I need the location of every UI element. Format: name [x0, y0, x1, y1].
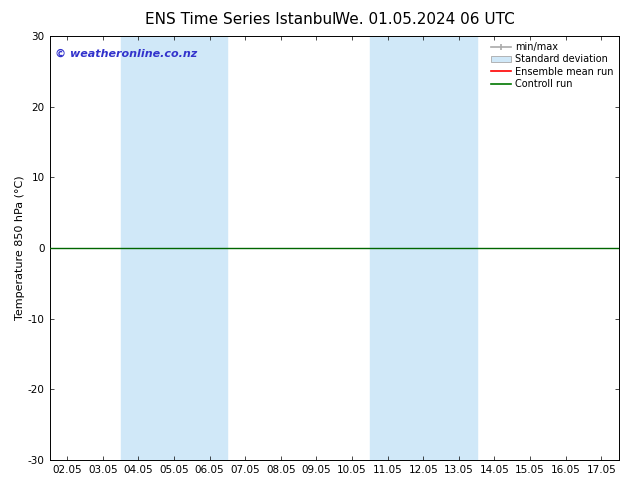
Text: © weatheronline.co.nz: © weatheronline.co.nz — [55, 49, 197, 59]
Legend: min/max, Standard deviation, Ensemble mean run, Controll run: min/max, Standard deviation, Ensemble me… — [488, 38, 617, 93]
Text: We. 01.05.2024 06 UTC: We. 01.05.2024 06 UTC — [335, 12, 515, 27]
Bar — [370, 36, 477, 460]
Bar — [120, 36, 228, 460]
Text: ENS Time Series Istanbul: ENS Time Series Istanbul — [145, 12, 337, 27]
Y-axis label: Temperature 850 hPa (°C): Temperature 850 hPa (°C) — [15, 176, 25, 320]
